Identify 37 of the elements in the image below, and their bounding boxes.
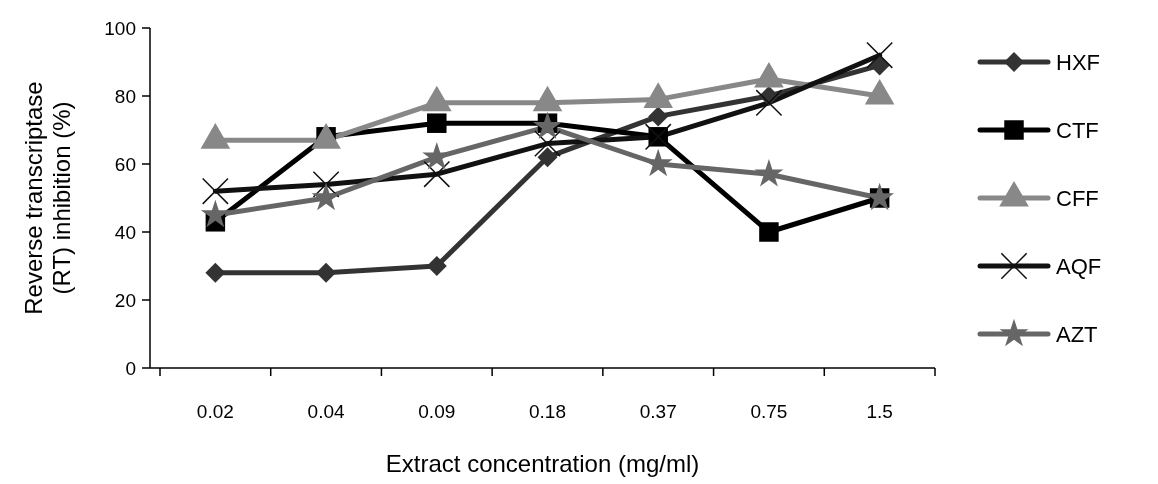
point [648,106,669,127]
x-tick-label: 0.09 [418,401,456,422]
point [427,113,447,133]
y-tick-label: 60 [114,153,136,175]
point [869,55,890,76]
legend-label: CTF [1056,117,1099,143]
point [316,262,337,283]
y-axis-title: Reverse transcriptase (RT) inhibition (%) [20,81,75,315]
legend-label: HXF [1056,49,1100,75]
y-tick-label: 80 [114,85,136,107]
point [759,222,779,242]
point [426,256,447,276]
point [205,262,226,283]
legend-label: CFF [1056,185,1099,211]
x-tick-label: 1.5 [866,401,893,422]
legend-label: AZT [1056,321,1098,347]
point [754,158,784,187]
x-tick-label: 0.37 [639,401,677,422]
y-tick-label: 0 [125,357,136,379]
point [537,147,558,168]
x-tick-label: 0.02 [196,401,234,422]
point [200,199,230,228]
x-tick-label: 0.04 [307,401,345,422]
y-tick-label: 100 [104,17,136,39]
x-tick-label: 0.75 [750,401,788,422]
point [423,160,451,188]
point [534,130,561,158]
x-tick-label: 0.18 [529,401,566,422]
point [201,177,229,205]
legend-label: AQF [1056,253,1102,279]
y-tick-label: 20 [114,289,136,311]
y-tick-label: 40 [114,221,136,243]
point [755,89,783,117]
point [533,111,562,139]
point [866,41,894,69]
x-axis-title: Extract concentration (mg/ml) [385,450,700,477]
point [311,182,341,211]
